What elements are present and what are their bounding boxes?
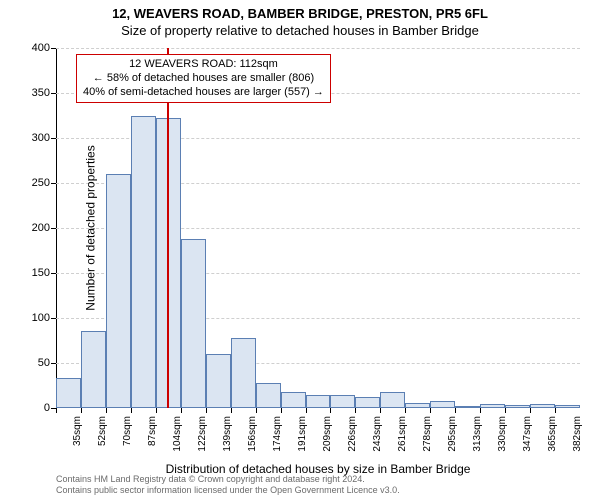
histogram-bar (206, 354, 231, 408)
histogram-bar (555, 405, 580, 408)
y-tick-label: 50 (16, 357, 50, 369)
y-tick-mark (51, 228, 56, 229)
x-tick-mark (430, 408, 431, 413)
gridline-h (56, 48, 580, 49)
histogram-bar (81, 331, 106, 408)
x-tick-label: 382sqm (572, 416, 583, 452)
y-tick-mark (51, 93, 56, 94)
x-tick-mark (231, 408, 232, 413)
x-tick-label: 365sqm (547, 416, 558, 452)
footer-attribution: Contains HM Land Registry data © Crown c… (56, 474, 590, 497)
histogram-bar (131, 116, 156, 409)
x-tick-mark (56, 408, 57, 413)
x-tick-label: 52sqm (97, 416, 108, 446)
x-tick-label: 243sqm (372, 416, 383, 452)
x-tick-label: 104sqm (172, 416, 183, 452)
x-tick-label: 35sqm (72, 416, 83, 446)
x-tick-mark (330, 408, 331, 413)
x-tick-mark (530, 408, 531, 413)
y-tick-label: 400 (16, 42, 50, 54)
chart-title-subtitle: Size of property relative to detached ho… (0, 23, 600, 38)
footer-line2: Contains public sector information licen… (56, 485, 590, 496)
y-tick-mark (51, 273, 56, 274)
y-tick-mark (51, 138, 56, 139)
y-tick-mark (51, 363, 56, 364)
histogram-bar (480, 404, 505, 409)
x-tick-mark (355, 408, 356, 413)
x-tick-mark (455, 408, 456, 413)
x-tick-mark (131, 408, 132, 413)
y-tick-label: 300 (16, 132, 50, 144)
histogram-bar (455, 406, 480, 408)
x-tick-label: 313sqm (472, 416, 483, 452)
x-tick-label: 139sqm (222, 416, 233, 452)
x-tick-label: 209sqm (322, 416, 333, 452)
histogram-bar (405, 403, 430, 408)
y-tick-label: 150 (16, 267, 50, 279)
histogram-bar (380, 392, 405, 408)
x-tick-mark (206, 408, 207, 413)
x-tick-mark (256, 408, 257, 413)
x-tick-mark (405, 408, 406, 413)
histogram-bar (231, 338, 256, 408)
y-tick-label: 200 (16, 222, 50, 234)
x-tick-label: 295sqm (447, 416, 458, 452)
x-tick-mark (81, 408, 82, 413)
y-tick-label: 100 (16, 312, 50, 324)
x-tick-label: 156sqm (247, 416, 258, 452)
histogram-bar (530, 404, 555, 408)
x-tick-mark (306, 408, 307, 413)
histogram-bar (281, 392, 306, 408)
x-tick-mark (181, 408, 182, 413)
y-tick-label: 0 (16, 402, 50, 414)
x-tick-label: 330sqm (497, 416, 508, 452)
annotation-line2: ← 58% of detached houses are smaller (80… (83, 72, 324, 86)
chart-title-block: 12, WEAVERS ROAD, BAMBER BRIDGE, PRESTON… (0, 6, 600, 38)
annotation-line3: 40% of semi-detached houses are larger (… (83, 86, 324, 100)
histogram-bar (430, 401, 455, 408)
y-tick-mark (51, 48, 56, 49)
y-tick-mark (51, 318, 56, 319)
annotation-box: 12 WEAVERS ROAD: 112sqm ← 58% of detache… (76, 54, 331, 103)
histogram-bar (330, 395, 355, 409)
histogram-bar (181, 239, 206, 408)
x-tick-label: 70sqm (122, 416, 133, 446)
x-tick-mark (380, 408, 381, 413)
histogram-bar (56, 378, 81, 408)
annotation-line1: 12 WEAVERS ROAD: 112sqm (83, 58, 324, 72)
plot-area: 050100150200250300350400 35sqm52sqm70sqm… (56, 48, 580, 408)
x-tick-label: 278sqm (422, 416, 433, 452)
x-tick-label: 261sqm (397, 416, 408, 452)
x-tick-mark (480, 408, 481, 413)
x-tick-label: 87sqm (147, 416, 158, 446)
footer-line1: Contains HM Land Registry data © Crown c… (56, 474, 590, 485)
x-tick-label: 122sqm (197, 416, 208, 452)
x-tick-label: 191sqm (297, 416, 308, 452)
histogram-bar (256, 383, 281, 408)
histogram-bar (306, 395, 331, 409)
histogram-bar (106, 174, 131, 408)
x-tick-mark (555, 408, 556, 413)
x-tick-mark (156, 408, 157, 413)
histogram-bar (355, 397, 380, 408)
x-tick-label: 174sqm (272, 416, 283, 452)
y-axis-title: Number of detached properties (84, 145, 98, 310)
chart-title-address: 12, WEAVERS ROAD, BAMBER BRIDGE, PRESTON… (0, 6, 600, 21)
y-tick-label: 350 (16, 87, 50, 99)
histogram-bar (505, 405, 530, 408)
y-tick-mark (51, 183, 56, 184)
x-tick-mark (106, 408, 107, 413)
x-tick-mark (281, 408, 282, 413)
x-tick-mark (505, 408, 506, 413)
x-tick-label: 226sqm (347, 416, 358, 452)
x-tick-label: 347sqm (522, 416, 533, 452)
y-tick-label: 250 (16, 177, 50, 189)
